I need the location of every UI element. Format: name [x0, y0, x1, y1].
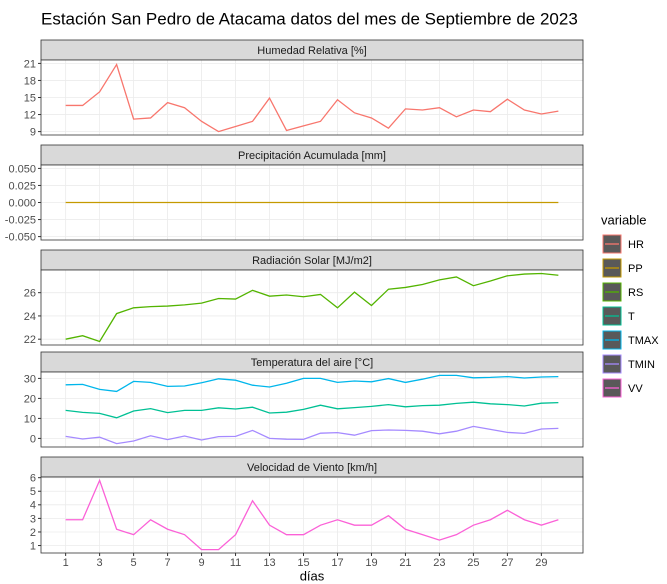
y-tick-label: 2 — [30, 527, 36, 539]
series-line — [65, 272, 559, 343]
y-tick-label: 3 — [30, 513, 36, 525]
x-tick-label: 11 — [230, 557, 241, 569]
panel-border — [40, 371, 584, 448]
legend-label: PP — [628, 263, 643, 275]
x-axis-label: días — [300, 568, 325, 583]
y-tick-label: 4 — [30, 500, 36, 512]
x-tick-label: 7 — [165, 557, 171, 569]
y-tick-label: 26 — [24, 288, 36, 300]
y-tick-label: 12 — [24, 109, 36, 121]
facet-title: Precipitación Acumulada [mm] — [238, 150, 386, 162]
panel — [41, 477, 583, 553]
panel — [41, 270, 583, 345]
legend-title: variable — [601, 212, 647, 227]
facet-title: Radiación Solar [MJ/m2] — [252, 255, 372, 267]
legend-label: TMAX — [628, 335, 659, 347]
legend-label: VV — [628, 383, 643, 395]
y-tick-label: 6 — [30, 473, 36, 485]
series-line — [65, 401, 559, 419]
x-tick-label: 13 — [263, 557, 275, 569]
panel-border — [40, 164, 584, 241]
x-tick-label: 21 — [399, 557, 411, 569]
y-tick-label: 15 — [24, 92, 36, 104]
panel-border — [40, 59, 584, 136]
panel-border — [40, 269, 584, 346]
y-tick-label: 24 — [24, 311, 36, 323]
x-tick-label: 5 — [131, 557, 137, 569]
series-line — [65, 63, 559, 133]
x-tick-label: 9 — [198, 557, 204, 569]
y-tick-label: -0.025 — [5, 214, 36, 226]
y-tick-label: 0.050 — [8, 163, 36, 175]
y-tick-label: 1 — [30, 540, 36, 552]
panel — [41, 372, 583, 447]
x-tick-label: 29 — [535, 557, 547, 569]
y-tick-label: 9 — [30, 126, 36, 138]
y-tick-label: 0.025 — [8, 180, 36, 192]
x-tick-label: 23 — [433, 557, 445, 569]
y-tick-label: 18 — [24, 75, 36, 87]
x-tick-label: 19 — [365, 557, 377, 569]
x-tick-label: 17 — [331, 557, 343, 569]
legend-label: TMIN — [628, 359, 655, 371]
series-line — [65, 425, 559, 445]
facet-title: Velocidad de Viento [km/h] — [247, 462, 377, 474]
y-tick-label: 22 — [24, 334, 36, 346]
y-tick-label: 0 — [30, 433, 36, 445]
series-line — [65, 374, 559, 393]
panel-border — [40, 476, 584, 554]
x-tick-label: 1 — [63, 557, 69, 569]
y-tick-label: 5 — [30, 486, 36, 498]
y-tick-label: -0.050 — [5, 231, 36, 243]
series-line — [65, 478, 559, 551]
x-tick-label: 25 — [467, 557, 479, 569]
x-tick-label: 27 — [501, 557, 513, 569]
facet-title: Humedad Relativa [%] — [257, 45, 366, 57]
y-tick-label: 30 — [24, 373, 36, 385]
legend-label: RS — [628, 287, 643, 299]
y-tick-label: 0.000 — [8, 197, 36, 209]
legend-label: T — [628, 311, 635, 323]
x-tick-label: 15 — [297, 557, 309, 569]
chart-title: Estación San Pedro de Atacama datos del … — [41, 9, 578, 28]
y-tick-label: 21 — [24, 58, 36, 70]
x-tick-label: 3 — [97, 557, 103, 569]
y-tick-label: 10 — [24, 413, 36, 425]
facet-title: Temperatura del aire [°C] — [251, 357, 373, 369]
y-tick-label: 20 — [24, 393, 36, 405]
legend-label: HR — [628, 239, 644, 251]
